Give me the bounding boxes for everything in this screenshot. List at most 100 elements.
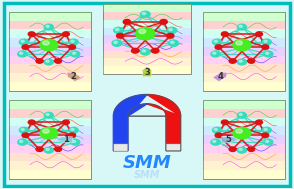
Circle shape bbox=[214, 40, 218, 42]
Bar bbox=[103, 28, 191, 35]
Circle shape bbox=[239, 25, 242, 27]
Circle shape bbox=[114, 41, 117, 43]
Circle shape bbox=[238, 24, 246, 30]
Circle shape bbox=[255, 120, 263, 124]
Bar bbox=[203, 56, 285, 64]
Circle shape bbox=[211, 51, 220, 57]
Circle shape bbox=[44, 112, 53, 118]
Circle shape bbox=[44, 59, 53, 65]
Bar bbox=[203, 29, 285, 38]
Circle shape bbox=[139, 29, 146, 34]
Bar bbox=[203, 118, 285, 126]
Bar bbox=[166, 144, 181, 151]
Circle shape bbox=[63, 120, 69, 124]
Circle shape bbox=[248, 147, 255, 151]
Bar bbox=[9, 161, 91, 170]
Circle shape bbox=[264, 139, 273, 145]
Circle shape bbox=[214, 128, 218, 130]
Circle shape bbox=[213, 39, 221, 45]
Circle shape bbox=[123, 19, 131, 24]
Bar bbox=[203, 73, 285, 82]
Bar bbox=[203, 12, 285, 91]
Circle shape bbox=[167, 27, 177, 33]
Circle shape bbox=[262, 127, 271, 133]
Circle shape bbox=[152, 48, 159, 53]
Circle shape bbox=[69, 39, 78, 45]
Bar bbox=[103, 43, 191, 51]
Circle shape bbox=[215, 45, 222, 49]
Circle shape bbox=[46, 113, 49, 115]
Bar bbox=[203, 82, 285, 91]
Bar bbox=[9, 109, 91, 118]
Bar bbox=[203, 100, 285, 179]
Circle shape bbox=[171, 41, 174, 43]
Bar bbox=[203, 47, 285, 56]
Circle shape bbox=[169, 28, 172, 31]
Bar bbox=[9, 56, 91, 64]
Circle shape bbox=[265, 52, 269, 54]
Circle shape bbox=[46, 25, 49, 27]
Bar bbox=[9, 21, 91, 29]
Circle shape bbox=[46, 148, 49, 150]
Bar bbox=[9, 135, 91, 144]
Circle shape bbox=[19, 127, 29, 133]
Circle shape bbox=[131, 48, 139, 53]
Circle shape bbox=[55, 59, 61, 63]
Circle shape bbox=[142, 12, 146, 15]
Circle shape bbox=[55, 147, 61, 151]
Circle shape bbox=[141, 11, 150, 17]
Bar bbox=[103, 12, 191, 20]
Bar bbox=[103, 5, 191, 74]
Circle shape bbox=[215, 133, 222, 137]
Bar bbox=[103, 35, 191, 43]
Circle shape bbox=[233, 127, 251, 139]
Circle shape bbox=[21, 40, 24, 42]
Circle shape bbox=[233, 39, 251, 51]
Circle shape bbox=[69, 127, 78, 133]
Text: 4: 4 bbox=[217, 72, 223, 81]
Bar bbox=[203, 21, 285, 29]
Bar bbox=[203, 109, 285, 118]
Circle shape bbox=[236, 129, 242, 133]
Circle shape bbox=[71, 51, 80, 57]
Circle shape bbox=[264, 128, 267, 130]
Circle shape bbox=[19, 39, 29, 45]
Circle shape bbox=[36, 147, 43, 151]
Circle shape bbox=[22, 133, 29, 137]
Bar bbox=[9, 100, 91, 109]
Bar bbox=[9, 144, 91, 153]
Circle shape bbox=[43, 41, 49, 45]
Circle shape bbox=[239, 148, 242, 150]
Bar bbox=[9, 12, 91, 91]
Text: 5: 5 bbox=[225, 135, 231, 144]
Circle shape bbox=[28, 32, 35, 36]
Circle shape bbox=[46, 60, 49, 62]
Circle shape bbox=[44, 147, 53, 153]
Bar bbox=[9, 38, 91, 47]
Bar bbox=[113, 144, 128, 151]
Bar bbox=[9, 12, 91, 21]
Circle shape bbox=[221, 120, 228, 124]
Bar bbox=[203, 144, 285, 153]
Circle shape bbox=[40, 127, 58, 139]
Text: 1: 1 bbox=[63, 135, 69, 144]
Circle shape bbox=[238, 112, 246, 118]
Bar bbox=[203, 100, 285, 109]
Circle shape bbox=[229, 147, 236, 151]
Bar bbox=[9, 170, 91, 179]
Circle shape bbox=[141, 49, 150, 55]
Bar bbox=[103, 66, 191, 74]
Circle shape bbox=[239, 60, 242, 62]
Circle shape bbox=[136, 27, 155, 40]
Circle shape bbox=[71, 40, 74, 42]
Polygon shape bbox=[67, 72, 81, 81]
Bar bbox=[103, 20, 191, 28]
Circle shape bbox=[264, 51, 273, 57]
Circle shape bbox=[213, 52, 216, 54]
Circle shape bbox=[114, 27, 123, 33]
Bar bbox=[203, 153, 285, 161]
Circle shape bbox=[221, 32, 228, 36]
Circle shape bbox=[238, 147, 246, 153]
Bar bbox=[9, 73, 91, 82]
Polygon shape bbox=[56, 136, 72, 143]
